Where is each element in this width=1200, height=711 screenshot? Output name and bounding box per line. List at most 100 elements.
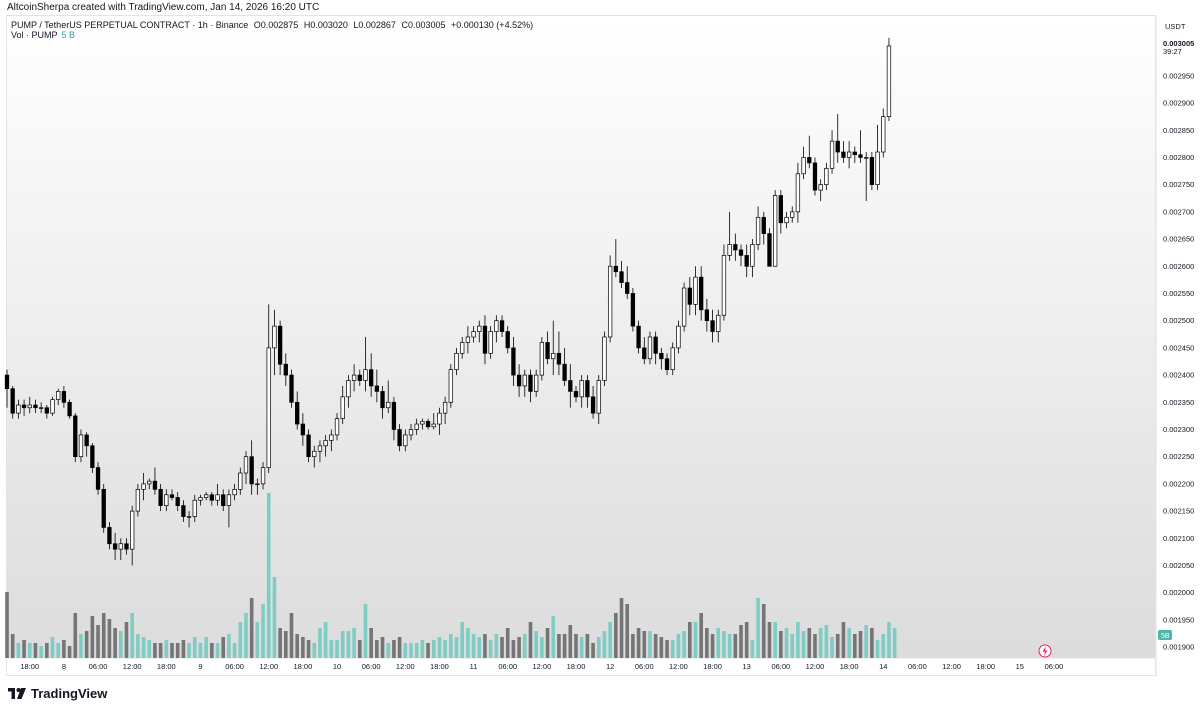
candle-body: [158, 488, 163, 507]
volume-bar: [33, 643, 38, 658]
volume-bar: [397, 637, 402, 658]
candle-body: [568, 380, 573, 392]
x-tick-label: 06:00: [362, 662, 381, 671]
candle-body: [118, 543, 123, 550]
volume-bar: [551, 616, 556, 658]
candle-body: [192, 499, 197, 517]
candle-body: [812, 162, 818, 191]
candle-body: [317, 445, 323, 452]
candle-body: [10, 388, 15, 414]
candle-body: [255, 483, 260, 486]
symbol-name[interactable]: PUMP / TetherUS PERPETUAL CONTRACT · 1h …: [11, 20, 249, 30]
y-tick-label: 0.002100: [1163, 534, 1194, 543]
candle-body: [505, 331, 510, 349]
candle-body: [33, 404, 38, 409]
volume-bar: [614, 613, 618, 658]
time-axis[interactable]: 18:00 8 06:00 12:00 18:00 9 06:00 12:00 18:00 10 0…: [20, 662, 1063, 671]
candle-body: [403, 434, 408, 447]
candle-body: [482, 325, 488, 354]
lightning-icon[interactable]: [1038, 644, 1052, 658]
candle-body: [351, 374, 357, 381]
candle-body: [50, 399, 55, 414]
candle-body: [260, 467, 266, 485]
candle-body: [380, 391, 385, 409]
candle-body: [38, 407, 44, 409]
volume-bar: [312, 643, 317, 658]
candle-body: [778, 195, 783, 224]
candle-body: [107, 527, 112, 545]
volume-bar: [841, 622, 846, 658]
candle-body: [727, 244, 732, 256]
candle-layer: [4, 37, 892, 566]
y-tick-label: 0.001950: [1163, 615, 1194, 624]
candle-body: [67, 401, 72, 417]
candle-body: [818, 184, 823, 191]
candle-body: [807, 157, 812, 164]
volume-bar: [369, 628, 373, 658]
volume-bar: [596, 637, 601, 658]
x-tick-label: 12:00: [532, 662, 551, 671]
plot-background: [7, 16, 1155, 658]
candle-body: [516, 374, 522, 387]
volume-bar: [107, 619, 112, 658]
volume-layer: [5, 493, 897, 658]
candle-body: [613, 265, 618, 273]
candle-body: [266, 347, 271, 468]
volume-bar: [73, 613, 78, 658]
candle-body: [312, 450, 317, 458]
volume-bar: [733, 634, 738, 658]
candle-body: [408, 429, 414, 436]
volume-bar: [278, 628, 282, 658]
x-tick-label: 12:00: [259, 662, 278, 671]
candle-body: [864, 157, 869, 159]
price-axis[interactable]: 0.001900 0.001950 0.002000 0.002050 0.002100…: [1163, 71, 1194, 651]
x-tick-label: 06:00: [1045, 662, 1064, 671]
volume-bar: [574, 634, 578, 658]
volume-bar: [744, 622, 749, 658]
volume-bar: [665, 640, 669, 658]
symbol-legend[interactable]: PUMP / TetherUS PERPETUAL CONTRACT · 1h …: [11, 20, 536, 30]
candle-body: [573, 391, 579, 398]
x-tick-label: 18:00: [20, 662, 39, 671]
candle-body: [346, 380, 351, 398]
candle-body: [795, 173, 801, 213]
candle-body: [363, 369, 368, 381]
candle-body: [625, 282, 630, 294]
volume-bar: [625, 604, 630, 658]
candle-body: [602, 336, 607, 381]
candle-body: [499, 320, 505, 332]
y-tick-label: 0.002350: [1163, 398, 1194, 407]
candle-body: [619, 271, 624, 283]
volume-bar: [801, 631, 806, 658]
volume-bar: [636, 628, 641, 658]
bar-countdown: 39:27: [1163, 47, 1182, 56]
x-tick-label: 13: [743, 662, 751, 671]
candle-body: [73, 415, 78, 458]
candle-body: [169, 494, 175, 498]
candle-body: [710, 320, 715, 332]
candle-body: [630, 293, 636, 327]
candle-body: [562, 363, 567, 381]
volume-bar: [670, 640, 675, 658]
volume-bar: [739, 625, 743, 658]
chart-credit: AltcoinSherpa created with TradingView.c…: [7, 2, 320, 13]
candle-body: [454, 352, 459, 370]
volume-legend[interactable]: Vol · PUMP 5 B: [11, 30, 75, 40]
candle-body: [647, 336, 653, 360]
volume-bar: [858, 631, 863, 658]
candle-body: [323, 440, 328, 447]
volume-bar: [346, 631, 351, 658]
candle-body: [539, 342, 545, 376]
candle-body: [551, 352, 556, 360]
volume-bar: [449, 634, 453, 658]
volume-bar: [716, 628, 721, 658]
volume-bar: [545, 628, 550, 658]
candle-body: [186, 516, 192, 518]
volume-bar: [158, 643, 163, 658]
tradingview-logo[interactable]: TradingView: [8, 686, 107, 701]
candle-body: [425, 420, 431, 428]
candle-body: [585, 380, 590, 398]
candle-body: [448, 369, 453, 403]
candle-body: [238, 472, 243, 490]
